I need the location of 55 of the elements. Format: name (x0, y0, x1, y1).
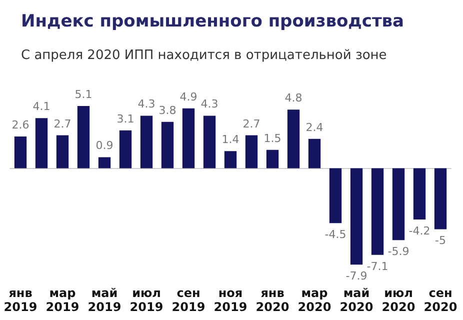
x-tick-label: мар 2020 (298, 286, 332, 314)
data-label: -5 (435, 234, 446, 248)
data-label: -7.1 (366, 260, 388, 273)
bar (77, 106, 90, 168)
bar (140, 116, 153, 168)
bar (434, 168, 447, 230)
bar (119, 130, 132, 168)
bar (266, 150, 279, 168)
chart-title: Индекс промышленного производства (21, 12, 404, 32)
bar (14, 136, 27, 168)
bar (56, 135, 69, 168)
bar (413, 168, 426, 220)
x-tick-label: янв 2020 (256, 286, 290, 314)
data-label: -7.9 (346, 270, 368, 283)
data-label: -4.2 (408, 224, 430, 238)
bar (350, 168, 363, 265)
x-tick-label: май 2020 (340, 286, 374, 314)
chart-subtitle: С апреля 2020 ИПП находится в отрицательной зоне (21, 48, 387, 63)
x-tick-label: сен 2020 (424, 286, 458, 314)
data-label: 0.9 (96, 139, 114, 152)
x-tick-label: июл 2020 (382, 286, 416, 314)
data-label: 4.3 (200, 98, 218, 111)
x-tick-label: июл 2019 (130, 286, 164, 314)
bar (308, 138, 321, 168)
bar (329, 168, 342, 224)
data-label: 5.1 (74, 88, 92, 101)
bar (203, 116, 216, 168)
data-label: 2.7 (242, 117, 260, 130)
bar (35, 118, 48, 168)
data-label: 3.1 (116, 112, 134, 126)
x-tick-label: мар 2019 (46, 286, 80, 314)
data-label: 4.3 (138, 98, 156, 111)
bar (224, 151, 237, 168)
x-tick-label: янв 2019 (4, 286, 38, 314)
data-label: -4.5 (324, 228, 346, 242)
bar (182, 108, 195, 168)
bar (98, 157, 111, 168)
data-label: 2.4 (306, 120, 324, 134)
data-label: 4.1 (32, 100, 50, 114)
bar (287, 110, 300, 168)
bar (371, 168, 384, 255)
x-tick-label: май 2019 (88, 286, 122, 314)
data-label: 2.7 (54, 117, 72, 130)
bar (392, 168, 405, 240)
data-label: 1.5 (264, 132, 282, 145)
x-tick-label: сен 2019 (172, 286, 206, 314)
x-tick-label: ноя 2019 (214, 286, 248, 314)
data-label: 3.8 (158, 104, 176, 117)
data-label: 4.8 (284, 92, 302, 105)
data-label: 4.9 (180, 90, 198, 104)
data-label: 1.4 (222, 133, 240, 146)
bar (161, 122, 174, 168)
data-label: 2.6 (12, 118, 30, 132)
data-label: -5.9 (388, 245, 410, 258)
bar (245, 135, 258, 168)
